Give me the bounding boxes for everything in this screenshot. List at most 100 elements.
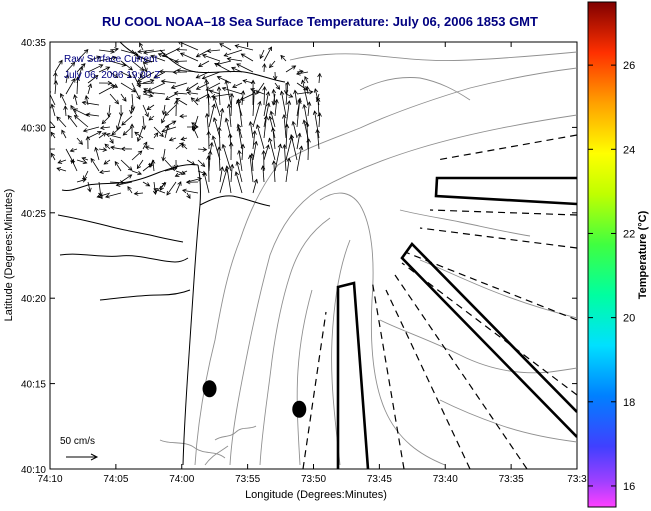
current-vector [307, 101, 310, 117]
current-vector-head [216, 75, 222, 81]
current-vector [202, 54, 221, 62]
current-vector [131, 170, 142, 175]
current-vector-head [103, 160, 109, 165]
current-vector-head [111, 130, 117, 136]
current-vector-head [129, 109, 134, 115]
current-vector [109, 71, 118, 78]
current-vector-head [219, 166, 225, 171]
current-vector [130, 104, 133, 114]
current-vector-head [50, 152, 55, 158]
current-vector-head [114, 47, 119, 52]
current-vector [263, 86, 266, 106]
current-vector-head [87, 83, 93, 89]
current-vector-head [174, 99, 179, 105]
y-tick-label: 40:10 [21, 465, 46, 476]
current-vector-head [146, 105, 152, 111]
current-vector [98, 56, 117, 62]
current-vector-head [234, 171, 240, 176]
current-vector [314, 111, 320, 139]
current-vector-head [180, 136, 186, 141]
current-vector [143, 49, 166, 54]
current-vector-head [110, 145, 115, 151]
current-vector [143, 91, 166, 95]
current-vector-head [143, 60, 148, 65]
current-vector-head [206, 155, 211, 160]
current-vector [304, 76, 309, 84]
current-vector [225, 80, 232, 106]
current-vector-head [143, 67, 148, 73]
current-vector [110, 146, 122, 150]
current-vector-head [134, 131, 139, 136]
current-vector [134, 192, 144, 195]
current-vector [197, 148, 207, 151]
current-vector [175, 60, 188, 62]
current-vector [176, 49, 188, 51]
current-vector-head [63, 105, 68, 110]
current-vector-head [122, 97, 127, 102]
current-vector [143, 60, 155, 64]
current-vector [116, 181, 133, 186]
current-vector-head [297, 132, 302, 138]
current-vector-head [94, 146, 99, 152]
current-vector-head [248, 154, 253, 160]
current-vector [153, 126, 164, 137]
current-vector [86, 113, 100, 117]
current-vector-head [205, 86, 211, 91]
current-vector-head [137, 49, 142, 54]
current-vector [175, 170, 186, 175]
current-vector-head [137, 150, 143, 156]
current-vector-head [153, 132, 159, 137]
current-vector-head [102, 147, 108, 152]
current-vector-head [148, 93, 154, 98]
current-vector-head [179, 113, 184, 119]
current-vector [70, 105, 78, 117]
station-marker [202, 380, 217, 398]
current-vector-head [260, 165, 266, 170]
current-vector-head [81, 178, 87, 183]
current-vector [290, 134, 298, 161]
current-vector-head [73, 115, 79, 120]
current-vector-head [267, 46, 272, 52]
current-vector [294, 90, 298, 106]
current-vector-head [128, 66, 133, 71]
current-vector [162, 49, 177, 57]
current-vector-head [253, 178, 259, 184]
current-vector [202, 71, 221, 79]
current-vector-head [139, 73, 144, 79]
current-vector-head [308, 89, 314, 95]
current-vector-head [313, 88, 319, 93]
current-vector-head [50, 131, 56, 137]
current-vector-head [82, 159, 88, 165]
current-vector [74, 94, 78, 106]
current-vector-head [234, 44, 240, 49]
current-vector-head [286, 157, 292, 163]
current-vector [73, 108, 89, 117]
current-vector-head [191, 125, 196, 131]
current-vector [219, 108, 223, 128]
current-vector [263, 46, 272, 62]
current-vector-head [268, 137, 273, 143]
colorbar-tick-label: 18 [623, 397, 635, 409]
current-vector [82, 101, 100, 106]
current-vector-head [232, 83, 237, 88]
current-vector-head [96, 55, 101, 60]
current-vector [136, 159, 144, 169]
current-vector-head [248, 120, 254, 126]
current-vector [285, 81, 289, 106]
current-vector [152, 160, 155, 172]
current-vector-head [136, 81, 142, 86]
current-vector [95, 147, 100, 161]
current-vector-head [289, 134, 295, 139]
figure-title: RU COOL NOAA–18 Sea Surface Temperature:… [102, 14, 538, 29]
current-vector [137, 71, 155, 82]
current-vector-head [114, 160, 119, 166]
current-vector-head [204, 78, 209, 84]
current-vector [226, 165, 232, 194]
current-vector-head [299, 69, 304, 74]
current-vector-head [135, 55, 141, 60]
current-vector [197, 159, 205, 167]
current-vector-head [312, 110, 318, 116]
x-tick-label: 73:45 [367, 474, 392, 485]
current-vector-head [304, 76, 309, 81]
current-vector-head [133, 51, 139, 56]
